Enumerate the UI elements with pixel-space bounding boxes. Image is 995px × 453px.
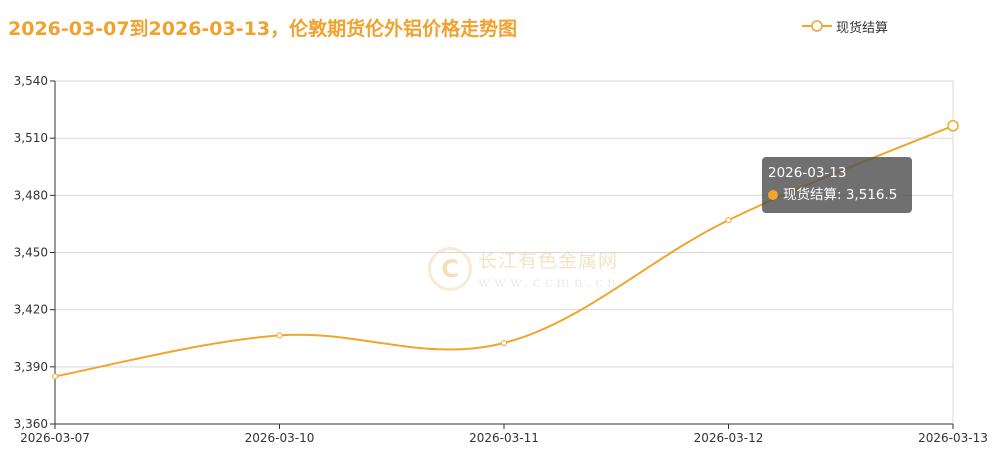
tooltip-value: 3,516.5 <box>845 187 898 203</box>
chart-title: 2026-03-07到2026-03-13，伦敦期货伦外铝价格走势图 <box>8 18 518 40</box>
data-point <box>501 340 507 347</box>
tooltip: 2026-03-13 现货结算: 3,516.5 <box>762 157 912 213</box>
data-point <box>725 217 732 224</box>
y-tick-label: 3,510 <box>14 131 48 145</box>
data-point-highlighted <box>947 120 959 132</box>
x-tick-label: 2026-03-13 <box>918 431 988 445</box>
y-tick-label: 3,360 <box>14 417 48 431</box>
tooltip-date: 2026-03-13 <box>768 165 847 181</box>
x-tick-label: 2026-03-07 <box>20 431 90 445</box>
legend-label: 现货结算 <box>836 20 889 36</box>
tooltip-separator: : <box>837 187 846 203</box>
y-tick-label: 3,450 <box>14 246 48 260</box>
x-tick-label: 2026-03-11 <box>469 431 539 445</box>
y-tick-label: 3,420 <box>14 303 48 317</box>
y-tick-label: 3,540 <box>14 74 48 88</box>
x-tick-label: 2026-03-10 <box>245 431 315 445</box>
y-tick-label: 3,390 <box>14 360 48 374</box>
data-point <box>52 373 58 380</box>
y-tick-label: 3,480 <box>14 188 48 202</box>
data-point <box>276 332 283 339</box>
x-tick-label: 2026-03-12 <box>694 431 764 445</box>
legend-item-spot-settlement[interactable]: 现货结算 <box>802 16 888 36</box>
tooltip-series-name: 现货结算 <box>783 187 837 203</box>
tooltip-series-dot-icon <box>768 190 778 200</box>
legend-line-circle-icon <box>802 20 832 32</box>
